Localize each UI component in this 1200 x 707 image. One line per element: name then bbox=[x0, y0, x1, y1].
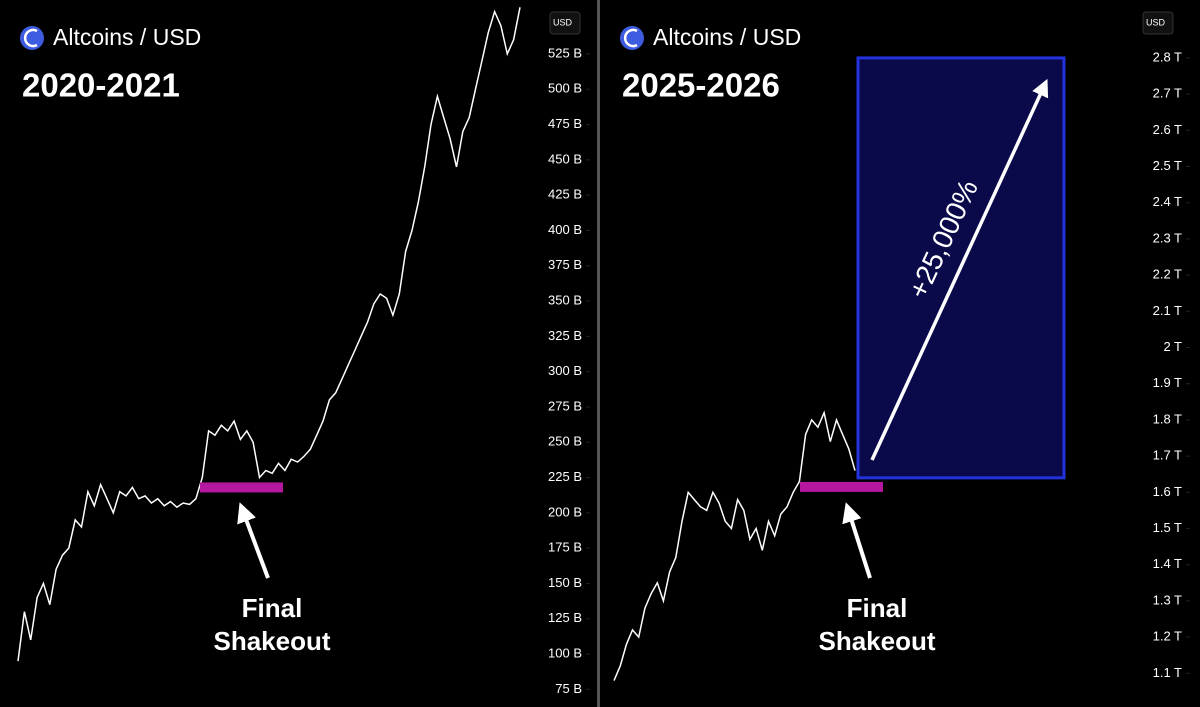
y-tick-label: 475 B bbox=[548, 116, 582, 131]
y-tick-label: 450 B bbox=[548, 151, 582, 166]
y-tick-label: 1.8 T bbox=[1153, 411, 1182, 426]
arrow bbox=[237, 502, 270, 579]
y-tick-label: 1.3 T bbox=[1153, 592, 1182, 607]
y-tick-label: 1.6 T bbox=[1153, 484, 1182, 499]
y-tick-label: 2.7 T bbox=[1153, 86, 1182, 101]
y-tick-label: 2.2 T bbox=[1153, 267, 1182, 282]
y-tick-label: 1.2 T bbox=[1153, 629, 1182, 644]
price-line bbox=[17, 7, 521, 662]
y-tick-label: 1.4 T bbox=[1153, 556, 1182, 571]
logo-mark bbox=[623, 28, 638, 48]
y-tick-label: 75 B bbox=[555, 681, 582, 696]
divider bbox=[597, 0, 600, 707]
y-tick-label: 125 B bbox=[548, 610, 582, 625]
annotation-text: Final Shakeout bbox=[818, 593, 936, 656]
y-tick-label: 1.1 T bbox=[1153, 665, 1182, 680]
panel-left: Altcoins / USD 2020-2021 USD 75 B 100 B 125 B… bbox=[17, 7, 590, 696]
y-tick-label: 425 B bbox=[548, 187, 582, 202]
y-tick-label: 1.7 T bbox=[1153, 448, 1182, 463]
arrow bbox=[870, 78, 1049, 461]
y-tick-label: 375 B bbox=[548, 257, 582, 272]
shakeout-bar bbox=[200, 482, 283, 493]
y-axis-label: USD bbox=[553, 17, 573, 27]
y-tick-label: 300 B bbox=[548, 363, 582, 378]
y-tick-label: 2.3 T bbox=[1153, 230, 1182, 245]
chart-title: Altcoins / USD bbox=[653, 24, 801, 50]
axis-label-box bbox=[1142, 11, 1174, 35]
shakeout-bar bbox=[800, 481, 883, 492]
chart-subtitle: 2025-2026 bbox=[622, 67, 780, 104]
y-tick-label: 225 B bbox=[548, 469, 582, 484]
y-tick-label: 2.5 T bbox=[1153, 158, 1182, 173]
axis-label-box bbox=[549, 11, 581, 35]
y-tick-label: 1.5 T bbox=[1153, 520, 1182, 535]
y-tick-label: 350 B bbox=[548, 292, 582, 307]
chart-subtitle: 2020-2021 bbox=[22, 67, 180, 104]
y-axis-label: USD bbox=[1146, 17, 1166, 27]
y-tick-label: 2.6 T bbox=[1153, 122, 1182, 137]
annotation-text: Final Shakeout bbox=[213, 593, 331, 656]
y-tick-label: 325 B bbox=[548, 328, 582, 343]
price-line bbox=[613, 410, 856, 681]
y-tick-label: 250 B bbox=[548, 434, 582, 449]
y-tick-label: 400 B bbox=[548, 222, 582, 237]
y-tick-label: 175 B bbox=[548, 540, 582, 555]
y-tick-label: 500 B bbox=[548, 81, 582, 96]
y-tick-label: 200 B bbox=[548, 504, 582, 519]
arrow bbox=[842, 502, 872, 579]
y-tick-label: 150 B bbox=[548, 575, 582, 590]
logo-mark bbox=[23, 28, 38, 48]
y-tick-label: 1.9 T bbox=[1153, 375, 1182, 390]
y-tick-label: 100 B bbox=[548, 645, 582, 660]
y-tick-label: 2 T bbox=[1163, 339, 1182, 354]
y-tick-label: 2.8 T bbox=[1153, 49, 1182, 64]
y-tick-label: 525 B bbox=[548, 45, 582, 60]
y-tick-label: 2.1 T bbox=[1153, 303, 1182, 318]
chart-title: Altcoins / USD bbox=[53, 24, 201, 50]
y-tick-label: 2.4 T bbox=[1153, 194, 1182, 209]
y-tick-label: 275 B bbox=[548, 398, 582, 413]
